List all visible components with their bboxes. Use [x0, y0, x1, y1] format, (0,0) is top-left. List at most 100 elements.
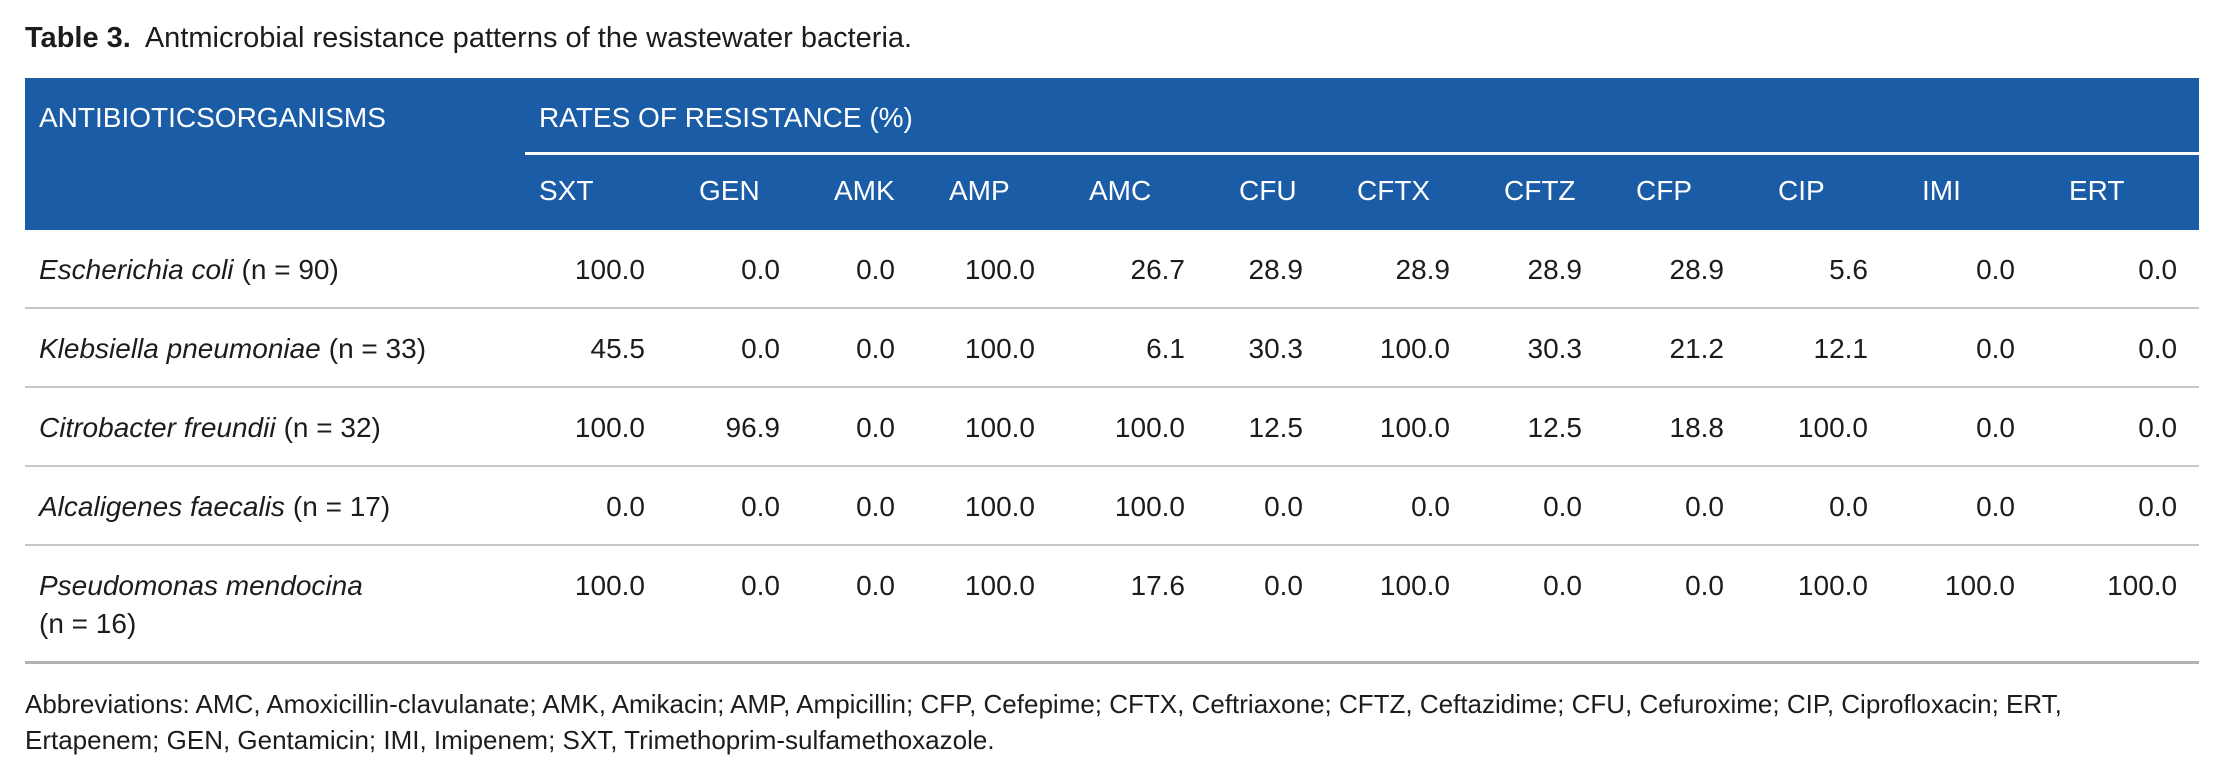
value-cell: 12.5	[1490, 387, 1622, 467]
column-header-cip: CIP	[1764, 153, 1908, 230]
table-header: ANTIBIOTICSORGANISMS RATES OF RESISTANCE…	[25, 78, 2200, 230]
organism-cell: Citrobacter freundii (n = 32)	[25, 387, 525, 467]
value-cell: 0.0	[685, 466, 820, 546]
value-cell: 100.0	[1764, 545, 1908, 664]
value-cell: 0.0	[1764, 466, 1908, 546]
value-cell: 21.2	[1622, 308, 1764, 388]
column-header-ert: ERT	[2055, 153, 2200, 230]
value-cell: 100.0	[1764, 387, 1908, 467]
value-cell: 0.0	[2055, 230, 2200, 309]
table-row-citrobacter-freundii: Citrobacter freundii (n = 32) 100.0 96.9 …	[25, 387, 2200, 467]
value-cell: 0.0	[525, 466, 685, 546]
column-header-cftz: CFTZ	[1490, 153, 1622, 230]
table-row-escherichia-coli: Escherichia coli (n = 90) 100.0 0.0 0.0 1…	[25, 230, 2200, 309]
value-cell: 0.0	[1490, 545, 1622, 664]
value-cell: 0.0	[1908, 308, 2055, 388]
value-cell: 18.8	[1622, 387, 1764, 467]
column-header-gen: GEN	[685, 153, 820, 230]
column-header-cfp: CFP	[1622, 153, 1764, 230]
column-header-amp: AMP	[935, 153, 1075, 230]
column-header-imi: IMI	[1908, 153, 2055, 230]
value-cell: 100.0	[935, 466, 1075, 546]
value-cell: 0.0	[1622, 545, 1764, 664]
value-cell: 100.0	[1908, 545, 2055, 664]
value-cell: 0.0	[1490, 466, 1622, 546]
value-cell: 100.0	[935, 387, 1075, 467]
value-cell: 45.5	[525, 308, 685, 388]
value-cell: 100.0	[525, 387, 685, 467]
value-cell: 0.0	[2055, 466, 2200, 546]
table-caption-label: Table 3.	[25, 22, 131, 54]
value-cell: 100.0	[1343, 545, 1490, 664]
value-cell: 0.0	[820, 466, 935, 546]
value-cell: 26.7	[1075, 230, 1225, 309]
value-cell: 0.0	[685, 230, 820, 309]
sample-size: (n = 32)	[283, 412, 381, 443]
value-cell: 0.0	[2055, 308, 2200, 388]
value-cell: 100.0	[1343, 308, 1490, 388]
value-cell: 6.1	[1075, 308, 1225, 388]
value-cell: 17.6	[1075, 545, 1225, 664]
value-cell: 100.0	[2055, 545, 2200, 664]
organism-name: Escherichia coli	[39, 254, 234, 285]
value-cell: 28.9	[1343, 230, 1490, 309]
organism-cell: Alcaligenes faecalis (n = 17)	[25, 466, 525, 546]
organism-cell: Klebsiella pneumoniae (n = 33)	[25, 308, 525, 388]
value-cell: 12.5	[1225, 387, 1343, 467]
value-cell: 12.1	[1764, 308, 1908, 388]
value-cell: 0.0	[1908, 387, 2055, 467]
value-cell: 0.0	[820, 308, 935, 388]
value-cell: 100.0	[525, 230, 685, 309]
table-row-alcaligenes-faecalis: Alcaligenes faecalis (n = 17) 0.0 0.0 0.0…	[25, 466, 2200, 546]
value-cell: 0.0	[1908, 230, 2055, 309]
table-caption: Table 3. Antmicrobial resistance patterns…	[25, 18, 2199, 58]
value-cell: 0.0	[1225, 545, 1343, 664]
organism-name: Pseudomonas mendocina	[39, 570, 363, 601]
value-cell: 28.9	[1622, 230, 1764, 309]
value-cell: 100.0	[1075, 466, 1225, 546]
table-caption-text: Antmicrobial resistance patterns of the …	[144, 22, 913, 54]
value-cell: 28.9	[1490, 230, 1622, 309]
value-cell: 0.0	[820, 387, 935, 467]
table-row-klebsiella-pneumoniae: Klebsiella pneumoniae (n = 33) 45.5 0.0 0…	[25, 308, 2200, 388]
sample-size: (n = 33)	[328, 333, 427, 364]
value-cell: 0.0	[1622, 466, 1764, 546]
value-cell: 0.0	[2055, 387, 2200, 467]
value-cell: 0.0	[1908, 466, 2055, 546]
value-cell: 0.0	[1343, 466, 1490, 546]
value-cell: 28.9	[1225, 230, 1343, 309]
column-header-cftx: CFTX	[1343, 153, 1490, 230]
value-cell: 0.0	[685, 308, 820, 388]
value-cell: 30.3	[1225, 308, 1343, 388]
value-cell: 100.0	[935, 230, 1075, 309]
value-cell: 0.0	[685, 545, 820, 664]
organism-name: Klebsiella pneumoniae	[39, 333, 321, 364]
sample-size: (n = 17)	[292, 491, 391, 522]
column-header-amc: AMC	[1075, 153, 1225, 230]
value-cell: 100.0	[1075, 387, 1225, 467]
organism-cell: Pseudomonas mendocina (n = 16)	[25, 545, 525, 664]
sample-size: (n = 16)	[39, 608, 137, 639]
organism-name: Alcaligenes faecalis	[39, 491, 285, 522]
column-header-amk: AMK	[820, 153, 935, 230]
value-cell: 100.0	[935, 308, 1075, 388]
value-cell: 5.6	[1764, 230, 1908, 309]
resistance-table: ANTIBIOTICSORGANISMS RATES OF RESISTANCE…	[25, 78, 2200, 664]
value-cell: 100.0	[1343, 387, 1490, 467]
value-cell: 96.9	[685, 387, 820, 467]
organism-cell: Escherichia coli (n = 90)	[25, 230, 525, 309]
organism-name: Citrobacter freundii	[39, 412, 276, 443]
value-cell: 100.0	[935, 545, 1075, 664]
value-cell: 0.0	[820, 545, 935, 664]
value-cell: 0.0	[1225, 466, 1343, 546]
value-cell: 30.3	[1490, 308, 1622, 388]
column-group-header-rates: RATES OF RESISTANCE (%)	[525, 78, 2200, 155]
value-cell: 0.0	[820, 230, 935, 309]
abbreviations-footnote: Abbreviations: AMC, Amoxicillin-clavulan…	[25, 689, 2062, 755]
value-cell: 100.0	[525, 545, 685, 664]
column-header-organisms: ANTIBIOTICSORGANISMS	[25, 78, 525, 230]
column-header-cfu: CFU	[1225, 153, 1343, 230]
sample-size: (n = 90)	[241, 254, 339, 285]
column-header-sxt: SXT	[525, 153, 685, 230]
